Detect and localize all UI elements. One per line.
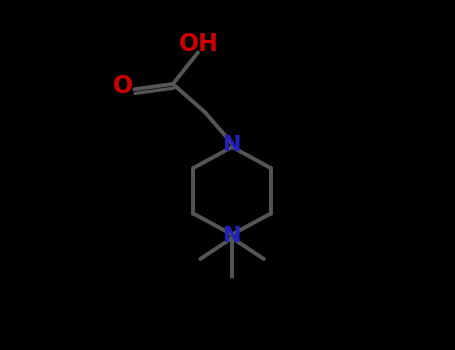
Text: O: O (113, 74, 133, 98)
Text: N: N (223, 226, 241, 246)
Text: OH: OH (179, 32, 219, 56)
Text: N: N (223, 135, 241, 155)
